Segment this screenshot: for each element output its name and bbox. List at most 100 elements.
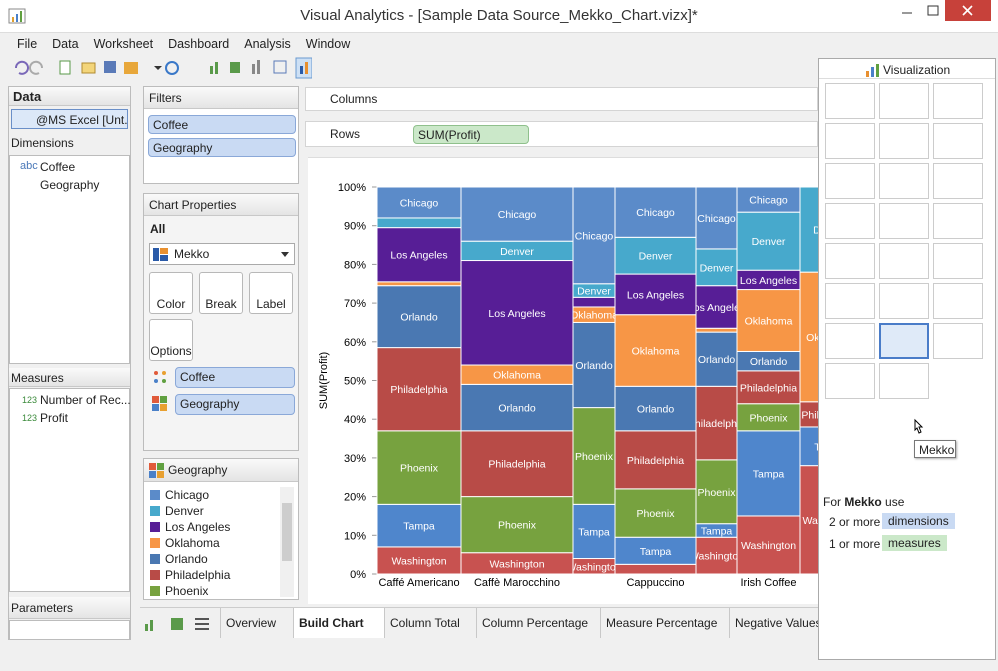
chart-type-button[interactable]	[825, 243, 875, 279]
segment-label: Orlando	[698, 354, 736, 366]
legend-label: Chicago	[165, 488, 210, 502]
worksheet-tab[interactable]: Measure Percentage	[600, 608, 729, 638]
chart-type-button[interactable]	[879, 243, 929, 279]
y-tick-label: 100%	[338, 182, 366, 194]
worksheet-tab[interactable]: Column Total	[384, 608, 476, 638]
chart-type-button[interactable]	[933, 243, 983, 279]
chart-type-button[interactable]	[825, 363, 875, 399]
chart-type-button[interactable]	[879, 323, 929, 359]
chart-type-button[interactable]	[825, 203, 875, 239]
chart-type-button[interactable]	[879, 283, 929, 319]
legend-title: Geography	[144, 459, 298, 482]
break-icon	[152, 396, 167, 411]
worksheet-tab[interactable]: Column Percentage	[476, 608, 600, 638]
hint-name: Mekko	[844, 495, 882, 509]
menu-item[interactable]: Dashboard	[168, 37, 230, 51]
filter-pill[interactable]: Geography	[148, 138, 296, 157]
property-button[interactable]: Options	[149, 319, 193, 361]
measure-item[interactable]: Profit	[40, 411, 69, 425]
worksheet-tab[interactable]: Build Chart	[293, 608, 384, 638]
chart-type-button[interactable]	[825, 283, 875, 319]
legend-list: Chicago Denver Los Angeles Oklahoma Orlando P…	[144, 487, 278, 599]
chart-type-button[interactable]	[879, 203, 929, 239]
y-tick-label: 50%	[344, 376, 366, 388]
rows-pill[interactable]: SUM(Profit)	[413, 125, 529, 144]
legend-scrollbar[interactable]	[280, 487, 294, 597]
chart-type-button[interactable]	[933, 283, 983, 319]
worksheet-tab[interactable]: Overview	[220, 608, 293, 638]
dimension-item[interactable]: Geography	[40, 178, 100, 192]
menu-item[interactable]: Data	[52, 37, 79, 51]
chart-type-button[interactable]	[933, 83, 983, 119]
mekko-icon	[153, 248, 168, 261]
menu-bar: File Data Worksheet Dashboard Analysis Window	[17, 37, 350, 53]
y-tick-label: 0%	[350, 569, 366, 581]
legend-label: Orlando	[165, 552, 208, 566]
segment-label: Orlando	[575, 360, 613, 372]
chart-type-button[interactable]	[933, 203, 983, 239]
data-source[interactable]: @MS Excel [Unt...	[11, 109, 128, 129]
measure-item[interactable]: Number of Rec...	[40, 393, 131, 407]
parameters-title: Parameters	[9, 597, 130, 619]
chart-type-button[interactable]	[825, 83, 875, 119]
segment-label: Oklahoma	[632, 346, 680, 358]
segment-label: Phoenix	[637, 508, 676, 520]
y-tick-label: 80%	[344, 259, 366, 271]
property-button[interactable]: Label	[249, 272, 293, 314]
visualization-icon	[866, 64, 879, 77]
worksheet-tab[interactable]: Negative Values	[729, 608, 819, 638]
chart-type-button[interactable]	[879, 123, 929, 159]
segment-label: Philadelphia	[740, 382, 797, 394]
legend-item: Philadelphia	[150, 568, 230, 582]
segment-label: Orlando	[498, 403, 536, 415]
chart-type-button[interactable]	[825, 123, 875, 159]
tab-label: Column Total	[390, 616, 460, 630]
measure-icon: 123	[22, 413, 38, 423]
x-tick-label: Caffè Marocchino	[474, 577, 560, 589]
scope-label: All	[150, 222, 166, 236]
menu-item[interactable]: Worksheet	[93, 37, 154, 51]
property-button[interactable]: Color	[149, 272, 193, 314]
break-field-pill[interactable]: Geography	[175, 394, 295, 415]
chart-type-button[interactable]	[825, 163, 875, 199]
window-controls[interactable]	[890, 0, 998, 22]
chart-type-button[interactable]	[825, 323, 875, 359]
parameters-list	[9, 620, 130, 640]
property-button[interactable]: Break	[199, 272, 243, 314]
mekko-segment	[376, 186, 462, 219]
chart-type-select[interactable]: Mekko	[149, 243, 295, 265]
filter-pill[interactable]: Coffee	[148, 115, 296, 134]
requirement-count: 2 or more	[829, 515, 881, 529]
menu-item[interactable]: Analysis	[244, 37, 291, 51]
segment-label: Chicago	[400, 197, 439, 209]
mouse-cursor	[914, 418, 924, 434]
menu-item[interactable]: Window	[305, 37, 351, 51]
segment-label: Phoenix	[400, 463, 439, 475]
dimension-item[interactable]: Coffee	[40, 160, 76, 174]
chart-properties-title: Chart Properties	[144, 194, 298, 216]
data-panel: Data @MS Excel [Unt... Dimensions abc Cof…	[8, 86, 131, 641]
chart-type-button[interactable]	[879, 163, 929, 199]
chart-type-button[interactable]	[933, 123, 983, 159]
legend-swatch	[150, 554, 160, 564]
segment-label: Washington	[391, 555, 446, 567]
legend-item: Los Angeles	[150, 520, 230, 534]
segment-label: Philadelphia	[488, 459, 545, 471]
segment-label: Los Angeles	[688, 302, 745, 314]
chart-type-button[interactable]	[879, 363, 929, 399]
color-field-pill[interactable]: Coffee	[175, 367, 295, 388]
rows-label: Rows	[330, 127, 361, 141]
chart-type-button[interactable]	[933, 323, 983, 359]
dropdown-arrow	[281, 252, 289, 257]
segment-label: Oklahoma	[570, 310, 618, 322]
segment-label: Washington	[741, 540, 796, 552]
hint-line: For Mekko use	[823, 495, 904, 509]
segment-label: Phoenix	[575, 451, 614, 463]
chart-type-button[interactable]	[933, 163, 983, 199]
tooltip: Mekko	[914, 440, 956, 458]
chart: SUM(Profit) 0% 10% 20% 30% 40% 50% 60% 70% 80% 90%…	[318, 182, 861, 589]
menu-item[interactable]: File	[17, 37, 38, 51]
segment-label: Orlando	[750, 356, 788, 368]
chart-type-button[interactable]	[879, 83, 929, 119]
mekko-segment	[736, 515, 801, 575]
